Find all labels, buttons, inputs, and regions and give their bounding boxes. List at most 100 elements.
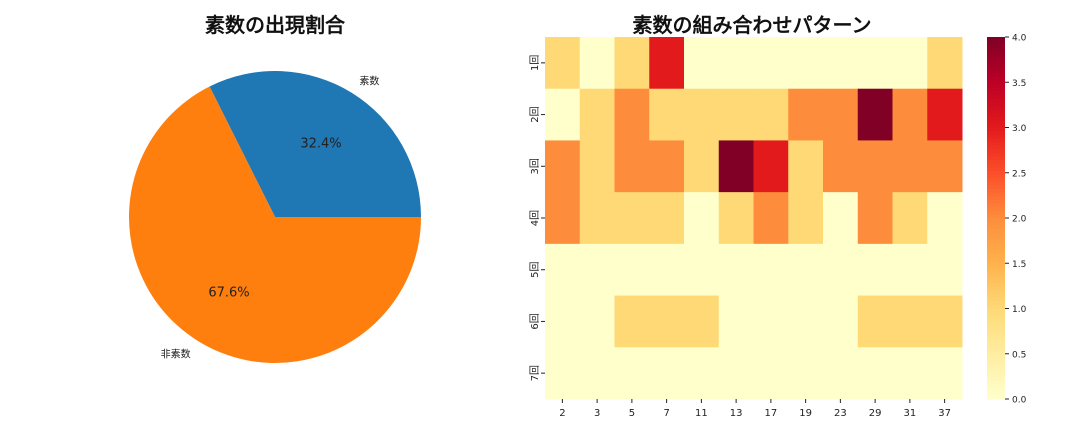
heatmap-cell — [927, 88, 963, 141]
heatmap-cell — [684, 140, 720, 193]
x-tick-label: 7 — [663, 408, 669, 419]
x-tick-label: 5 — [629, 408, 635, 419]
heatmap-cell — [753, 37, 789, 90]
colorbar-gradient-band — [987, 225, 1005, 230]
colorbar-gradient-band — [987, 210, 1005, 215]
colorbar-gradient-band — [987, 91, 1005, 96]
colorbar-gradient-band — [987, 297, 1005, 302]
heatmap-cell — [684, 192, 720, 245]
heatmap-title: 素数の組み合わせパターン — [632, 13, 872, 37]
colorbar-gradient-band — [987, 196, 1005, 201]
heatmap-cell — [545, 295, 581, 348]
colorbar-gradient-band — [987, 149, 1005, 154]
heatmap-cell — [579, 192, 615, 245]
heatmap-cell — [892, 347, 928, 400]
heatmap-cell — [753, 347, 789, 400]
colorbar-gradient-band — [987, 228, 1005, 234]
heatmap-cell — [718, 192, 754, 245]
colorbar-gradient-band — [987, 80, 1005, 85]
heatmap-cell — [927, 37, 963, 90]
colorbar-tick-label: 3.5 — [1012, 79, 1026, 89]
heatmap-cell — [649, 140, 685, 193]
colorbar-gradient-band — [987, 377, 1005, 382]
x-tick-label: 3 — [594, 408, 600, 419]
colorbar-gradient-band — [987, 373, 1005, 378]
colorbar-gradient-band — [987, 174, 1005, 179]
heatmap-cell — [614, 347, 650, 400]
heatmap-cell — [857, 140, 893, 193]
heatmap-cell — [614, 295, 650, 348]
heatmap-cell — [614, 243, 650, 297]
colorbar-gradient-band — [987, 362, 1005, 368]
colorbar-gradient-band — [987, 170, 1005, 176]
colorbar-gradient-band — [987, 163, 1005, 168]
heatmap-cell — [823, 37, 859, 90]
heatmap-cell — [823, 192, 859, 245]
y-tick-label: 6回 — [529, 313, 541, 329]
heatmap-cell — [684, 88, 720, 141]
heatmap-cell — [857, 347, 893, 400]
colorbar-gradient-band — [987, 73, 1005, 78]
heatmap-cell — [649, 347, 685, 400]
colorbar-gradient-band — [987, 326, 1005, 331]
heatmap-cell — [579, 347, 615, 400]
colorbar-gradient-band — [987, 279, 1005, 284]
colorbar-gradient-band — [987, 185, 1005, 190]
colorbar-gradient-band — [987, 333, 1005, 339]
colorbar-gradient-band — [987, 160, 1005, 165]
heatmap-cell — [545, 140, 581, 193]
x-tick-label: 23 — [834, 408, 847, 419]
y-tick-label: 7回 — [529, 365, 541, 381]
pie-slice-label: 非素数 — [161, 348, 191, 361]
heatmap-cell — [684, 243, 720, 297]
colorbar-gradient-band — [987, 290, 1005, 295]
heatmap-cell — [545, 192, 581, 245]
colorbar-gradient-band — [987, 294, 1005, 299]
heatmap-cell — [684, 37, 720, 90]
heatmap-cell — [579, 88, 615, 141]
colorbar-gradient-band — [987, 246, 1005, 252]
colorbar-gradient-band — [987, 380, 1005, 386]
pie-chart: 32.4% 素数 67.6% 非素数 — [128, 71, 421, 364]
heatmap-cell — [788, 243, 824, 297]
heatmap-cell — [614, 37, 650, 90]
x-tick-label: 37 — [938, 408, 951, 419]
heatmap-cell — [753, 192, 789, 245]
pie-chart-title: 素数の出現割合 — [205, 13, 345, 37]
heatmap-cell — [857, 192, 893, 245]
heatmap-cell — [927, 347, 963, 400]
colorbar-gradient-band — [987, 344, 1005, 349]
colorbar-tick-label: 2.0 — [1012, 215, 1027, 225]
heatmap-cell — [788, 295, 824, 348]
heatmap-cell — [579, 37, 615, 90]
heatmap-cell — [753, 243, 789, 297]
x-tick-label: 11 — [695, 408, 708, 419]
y-tick-label: 2回 — [529, 106, 541, 122]
heatmap-cell — [614, 88, 650, 141]
heatmap-cell — [545, 88, 581, 141]
heatmap-cell — [718, 37, 754, 90]
heatmap-cell — [857, 37, 893, 90]
heatmap-cell — [823, 243, 859, 297]
colorbar-gradient-band — [987, 272, 1005, 277]
heatmap-cell — [788, 347, 824, 400]
colorbar-gradient-band — [987, 308, 1005, 313]
colorbar-gradient-band — [987, 319, 1005, 324]
colorbar-gradient-band — [987, 322, 1005, 328]
colorbar-gradient-band — [987, 221, 1005, 226]
colorbar-gradient-band — [987, 207, 1005, 212]
heatmap-cell — [718, 88, 754, 141]
colorbar-tick-label: 3.0 — [1012, 124, 1027, 134]
colorbar-gradient-band — [987, 203, 1005, 208]
heatmap-cell — [788, 140, 824, 193]
colorbar-gradient-band — [987, 337, 1005, 342]
heatmap-cell — [649, 88, 685, 141]
colorbar-gradient-band — [987, 40, 1005, 45]
heatmap-cell — [892, 295, 928, 348]
colorbar-gradient-band — [987, 355, 1005, 360]
heatmap-cell — [545, 243, 581, 297]
x-tick-label: 13 — [730, 408, 743, 419]
colorbar-gradient-band — [987, 283, 1005, 288]
heatmap-cell — [718, 347, 754, 400]
